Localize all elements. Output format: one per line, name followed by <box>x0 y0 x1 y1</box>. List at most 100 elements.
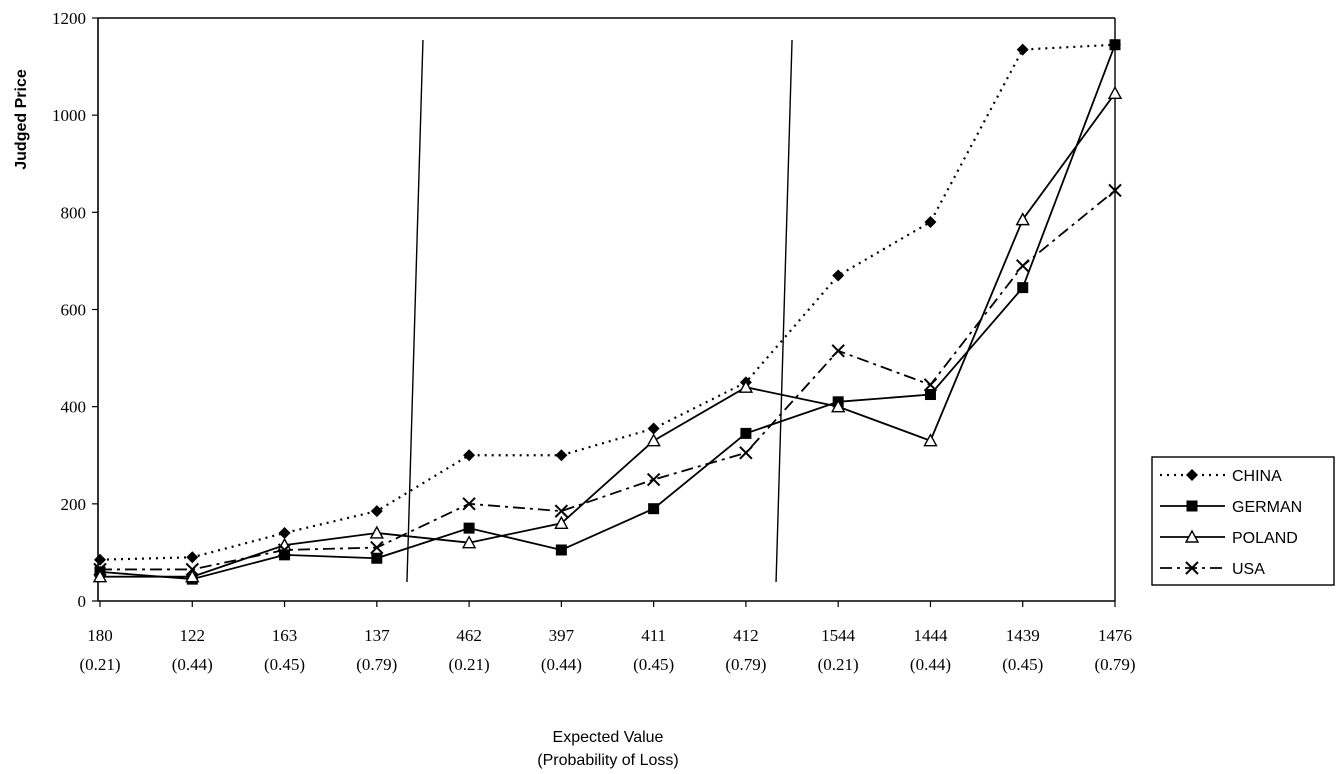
x-tick-label-value: 1439 <box>1006 626 1040 645</box>
legend-label-usa: USA <box>1232 561 1265 578</box>
data-point-poland <box>831 399 846 413</box>
data-point-usa <box>462 497 476 511</box>
series-usa <box>93 183 1122 577</box>
series-line-poland <box>100 92 1116 578</box>
x-marker-stroke <box>831 344 845 358</box>
y-tick-label: 800 <box>61 203 87 222</box>
data-point-usa <box>93 562 107 577</box>
x-tick-label-value: 137 <box>364 626 390 645</box>
data-point-german <box>279 549 291 561</box>
data-point-usa <box>185 562 199 577</box>
x-marker-stroke <box>93 562 107 577</box>
data-point-poland <box>1015 212 1030 226</box>
x-tick-label-probability: (0.21) <box>818 655 859 674</box>
data-point-german <box>555 544 567 556</box>
x-tick-label-value: 462 <box>456 626 482 645</box>
data-point-china <box>463 449 476 462</box>
data-point-usa <box>554 504 569 518</box>
x-marker-stroke <box>277 543 292 557</box>
x-tick-label-value: 412 <box>733 626 759 645</box>
x-marker-stroke <box>462 497 476 511</box>
x-tick-label-probability: (0.79) <box>1094 655 1135 674</box>
legend-marker-china <box>1186 469 1198 481</box>
x-tick-label-probability: (0.79) <box>725 655 766 674</box>
x-marker-stroke <box>923 378 938 392</box>
data-point-usa <box>739 446 753 460</box>
data-point-usa <box>370 540 384 555</box>
legend-marker-usa <box>1185 561 1199 575</box>
data-point-poland <box>1107 85 1123 100</box>
data-point-china <box>186 551 199 564</box>
x-tick-label-value: 1544 <box>821 626 856 645</box>
data-point-usa <box>1108 183 1122 198</box>
data-point-china <box>1016 43 1029 56</box>
x-axis-title-line1: Expected Value <box>553 729 664 746</box>
data-point-usa <box>831 344 845 358</box>
x-tick-label-probability: (0.44) <box>541 655 582 674</box>
data-point-china <box>555 449 568 462</box>
axis-titles: Judged Price Expected Value (Probability o… <box>13 69 679 769</box>
data-point-usa <box>277 543 292 557</box>
data-point-china <box>924 216 937 229</box>
data-point-poland <box>646 433 661 447</box>
series-group <box>92 38 1123 585</box>
data-point-german <box>1017 282 1029 294</box>
data-point-german <box>371 552 383 564</box>
data-point-german <box>1109 39 1121 51</box>
x-marker-stroke <box>1016 259 1030 273</box>
legend-box <box>1151 456 1335 586</box>
data-point-german <box>740 427 752 439</box>
data-point-german <box>924 389 936 401</box>
y-tick-label: 0 <box>78 592 87 611</box>
data-point-china <box>94 553 106 566</box>
series-poland <box>92 85 1123 583</box>
x-marker-stroke <box>370 540 384 555</box>
x-tick-label-value: 397 <box>549 626 575 645</box>
data-point-usa <box>923 378 938 392</box>
legend: CHINA GERMAN POLAND USA <box>1151 456 1335 586</box>
legend-label-poland: POLAND <box>1232 530 1298 547</box>
data-point-poland <box>923 433 938 447</box>
data-point-china <box>370 505 383 518</box>
x-tick-label-value: 163 <box>272 626 298 645</box>
group-divider-line <box>775 39 793 583</box>
data-point-usa <box>646 472 661 487</box>
data-point-china <box>832 269 845 282</box>
x-axis: 180 (0.21) 122 (0.44) 163 (0.45) 137 (0.79) 462 (… <box>79 601 1136 674</box>
x-tick-label-probability: (0.44) <box>910 655 951 674</box>
data-point-poland <box>369 525 384 539</box>
x-axis-title-line2: (Probability of Loss) <box>537 752 678 769</box>
series-german <box>94 39 1121 585</box>
x-tick-label-value: 1476 <box>1098 626 1132 645</box>
data-point-poland <box>738 379 754 393</box>
x-tick-label-probability: (0.45) <box>264 655 305 674</box>
y-tick-label: 200 <box>61 495 87 514</box>
x-tick-label-value: 411 <box>641 626 666 645</box>
x-marker-stroke <box>185 562 199 577</box>
data-point-german <box>648 503 660 515</box>
x-tick-label-value: 180 <box>87 626 113 645</box>
series-line-german <box>99 44 1116 581</box>
data-point-poland <box>461 535 477 549</box>
y-axis: 0 200 400 600 800 1000 1200 <box>52 9 98 611</box>
data-point-poland <box>185 569 200 583</box>
data-point-usa <box>1016 259 1030 273</box>
x-marker-stroke <box>554 504 569 518</box>
data-point-china <box>647 422 660 435</box>
x-marker-stroke <box>1185 561 1199 575</box>
legend-marker-german <box>1186 500 1198 512</box>
x-tick-label-value: 122 <box>180 626 206 645</box>
x-marker-stroke <box>646 472 661 487</box>
x-tick-label-probability: (0.45) <box>633 655 674 674</box>
x-tick-label-probability: (0.44) <box>172 655 213 674</box>
legend-marker-poland <box>1184 529 1200 543</box>
data-point-poland <box>554 515 569 529</box>
y-tick-label: 600 <box>61 301 87 320</box>
x-tick-label-probability: (0.79) <box>356 655 397 674</box>
legend-label-china: CHINA <box>1232 468 1282 485</box>
group-divider-line <box>406 39 424 583</box>
data-point-german <box>463 522 475 534</box>
series-china <box>94 38 1121 566</box>
data-point-poland <box>92 569 108 583</box>
